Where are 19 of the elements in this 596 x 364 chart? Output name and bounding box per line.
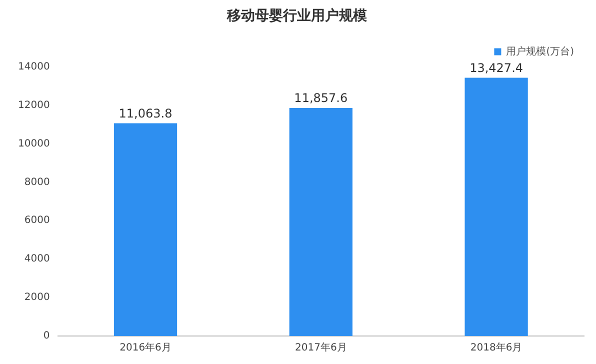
bar <box>114 123 178 336</box>
legend-label: 用户规模(万台) <box>506 45 574 58</box>
bar <box>289 108 352 336</box>
chart-title: 移动母婴行业用户规模 <box>226 7 368 24</box>
y-tick-label: 6000 <box>24 215 50 226</box>
bar <box>464 78 528 336</box>
x-tick-label: 2018年6月 <box>470 342 522 354</box>
y-tick-label: 10000 <box>18 138 50 150</box>
y-tick-label: 2000 <box>24 292 50 304</box>
y-tick-label: 0 <box>43 330 50 342</box>
y-tick-label: 4000 <box>24 254 50 265</box>
data-label: 13,427.4 <box>470 60 524 75</box>
data-label: 11,063.8 <box>118 106 172 120</box>
y-tick-label: 12000 <box>18 100 50 111</box>
y-tick-label: 8000 <box>24 176 50 188</box>
x-tick-label: 2016年6月 <box>120 342 172 354</box>
data-label: 11,857.6 <box>294 91 348 106</box>
x-tick-label: 2017年6月 <box>295 342 347 354</box>
y-tick-label: 14000 <box>18 61 50 72</box>
